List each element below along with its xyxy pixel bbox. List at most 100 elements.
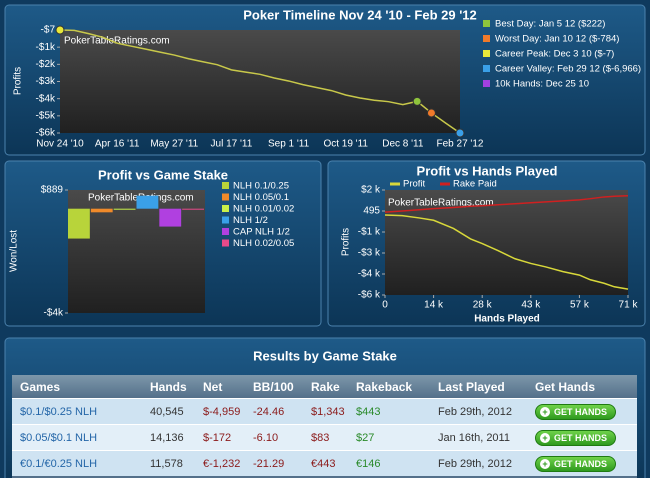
legend-swatch (222, 239, 229, 247)
table-row: $0.1/$0.25 NLH 40,545 $-4,959 -24.46 $1,343 $… (12, 398, 637, 425)
bar (113, 208, 136, 210)
table-cell[interactable]: €0.1/€0.25 NLH (12, 450, 142, 476)
x-tick-label: May 27 '11 (150, 139, 198, 150)
column-header: Rakeback (348, 375, 430, 399)
y-tick-label: -$1 k (358, 227, 381, 238)
x-axis-label: Hands Played (474, 314, 540, 325)
table-cell: -24.46 (245, 398, 303, 425)
table-cell: GET HANDS (527, 450, 637, 476)
y-tick-label: -$6 k (358, 290, 381, 301)
x-tick-label: Oct 19 '11 (323, 139, 368, 150)
column-header: Games (12, 375, 142, 399)
bar (90, 208, 113, 213)
table-cell: Jan 16th, 2011 (430, 424, 527, 451)
legend-label: CAP NLH 1/2 (233, 227, 290, 238)
table-title: Results by Game Stake (253, 348, 397, 363)
y-tick-label: -$4k (44, 308, 64, 319)
x-tick-label: 0 (382, 300, 388, 311)
x-tick-label: Apr 16 '11 (95, 139, 140, 150)
table-cell: 40,545 (142, 398, 195, 425)
table-cell: -6.10 (245, 424, 303, 451)
table-row: $0.05/$0.1 NLH 14,136 $-172 -6.10 $83 $27 Jan … (12, 424, 637, 451)
table-row: €0.1/€0.25 NLH 11,578 €-1,232 -21.29 €443 €14… (12, 450, 637, 476)
table-cell: $83 (303, 424, 348, 451)
y-tick-label: -$7 (41, 25, 56, 36)
legend-swatch (483, 50, 490, 57)
x-tick-label: Sep 1 '11 (268, 139, 310, 150)
x-tick-label: 14 k (424, 300, 444, 311)
table-cell: 11,578 (142, 450, 195, 476)
legend-label: NLH 0.1/0.25 (233, 181, 289, 192)
table-cell[interactable]: $0.1/$0.25 NLH (12, 398, 142, 425)
column-header: Last Played (430, 375, 527, 399)
bar (68, 208, 90, 239)
table-cell: GET HANDS (527, 398, 637, 425)
legend-label: NLH 1/2 (233, 215, 268, 226)
column-header: Get Hands (527, 375, 637, 399)
get-hands-button[interactable]: GET HANDS (535, 403, 617, 420)
table-cell: $27 (348, 424, 430, 451)
table-cell: Feb 29th, 2012 (430, 398, 527, 425)
x-tick-label: Feb 27 '12 (437, 139, 484, 150)
y-tick-label: $889 (41, 185, 64, 196)
y-tick-label: 495 (363, 206, 380, 217)
table-cell: $-172 (195, 424, 245, 451)
x-tick-label: Dec 8 '11 (382, 139, 424, 150)
table-cell: €-1,232 (195, 450, 245, 476)
watermark: PokerTableRatings.com (64, 36, 170, 47)
table-cell: Feb 29th, 2012 (430, 450, 527, 476)
series-line (384, 195, 629, 213)
chart-title: Poker Timeline Nov 24 '10 - Feb 29 '12 (243, 7, 477, 22)
bar (182, 208, 204, 210)
legend-swatch (222, 216, 229, 224)
x-tick-label: 71 k (619, 300, 639, 311)
legend-label: Profit (403, 179, 426, 190)
legend-swatch (483, 20, 490, 27)
y-axis-label: Won/Lost (9, 230, 20, 272)
y-tick-label: -$3k (36, 76, 56, 87)
bar (136, 195, 159, 209)
legend-swatch (483, 65, 490, 72)
legend-swatch (483, 80, 490, 87)
get-hands-button[interactable]: GET HANDS (535, 455, 617, 472)
get-hands-button[interactable]: GET HANDS (535, 429, 617, 446)
column-header: Hands (142, 375, 195, 399)
legend-label: NLH 0.05/0.1 (233, 192, 289, 203)
legend-label: 10k Hands: Dec 25 10 (495, 79, 589, 90)
table-cell: -21.29 (245, 450, 303, 476)
bar (159, 208, 182, 227)
event-marker (412, 96, 422, 106)
legend-label: Career Valley: Feb 29 12 ($-6,966) (495, 64, 641, 75)
table-cell: $-4,959 (195, 398, 245, 425)
legend-label: Worst Day: Jan 10 12 ($-784) (495, 34, 619, 45)
legend-label: Rake Paid (453, 179, 497, 190)
legend-swatch (222, 228, 229, 235)
watermark: PokerTableRatings.com (388, 198, 494, 209)
table-cell: €443 (303, 450, 348, 476)
y-tick-label: -$5k (36, 110, 56, 121)
legend-label: Best Day: Jan 5 12 ($222) (495, 19, 605, 30)
legend-swatch (222, 205, 229, 212)
x-tick-label: 28 k (473, 300, 493, 311)
y-axis-label: Profits (341, 228, 352, 256)
plot-area (60, 30, 460, 133)
header-row: Games Hands Net BB/100 Rake Rakeback Last Play… (12, 375, 637, 399)
plot-area (385, 190, 628, 295)
table-cell: €146 (348, 450, 430, 476)
y-tick-label: -$1k (36, 42, 56, 53)
results-table: Games Hands Net BB/100 Rake Rakeback Last Play… (12, 375, 637, 476)
column-header: Rake (303, 375, 348, 399)
column-header: BB/100 (245, 375, 303, 399)
y-tick-label: -$6k (36, 128, 56, 139)
y-tick-label: $2 k (361, 185, 381, 196)
event-marker (426, 108, 436, 118)
column-header: Net (195, 375, 245, 399)
series-line (384, 214, 629, 290)
table-cell[interactable]: $0.05/$0.1 NLH (12, 424, 142, 451)
legend-swatch (222, 182, 229, 189)
y-axis-label: Profits (13, 67, 24, 95)
event-marker (55, 25, 65, 35)
legend-label: Career Peak: Dec 3 10 ($-7) (495, 49, 614, 60)
legend-swatch (222, 193, 229, 201)
